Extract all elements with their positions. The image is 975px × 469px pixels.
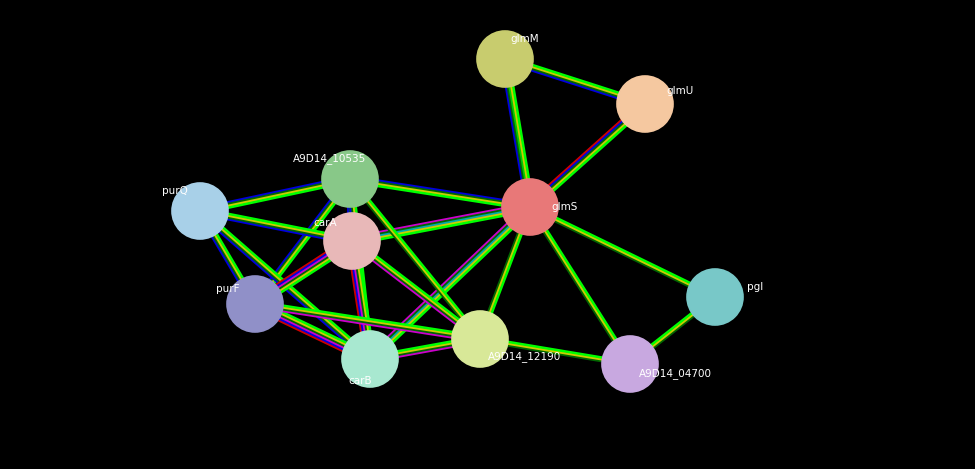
Text: glmU: glmU (666, 86, 693, 96)
Text: purQ: purQ (162, 186, 188, 196)
Circle shape (342, 331, 398, 387)
Circle shape (687, 269, 743, 325)
Circle shape (502, 179, 558, 235)
Circle shape (452, 311, 508, 367)
Text: A9D14_12190: A9D14_12190 (488, 352, 562, 363)
Text: glmS: glmS (552, 202, 578, 212)
Text: A9D14_04700: A9D14_04700 (639, 369, 712, 379)
Circle shape (172, 183, 228, 239)
Text: carA: carA (313, 218, 336, 228)
Text: carB: carB (348, 376, 371, 386)
Text: glmM: glmM (511, 34, 539, 44)
Circle shape (602, 336, 658, 392)
Text: purF: purF (216, 284, 240, 294)
Circle shape (477, 31, 533, 87)
Circle shape (227, 276, 283, 332)
Text: A9D14_10535: A9D14_10535 (293, 153, 367, 165)
Text: pgl: pgl (747, 282, 763, 292)
Circle shape (322, 151, 378, 207)
Circle shape (324, 213, 380, 269)
Circle shape (617, 76, 673, 132)
